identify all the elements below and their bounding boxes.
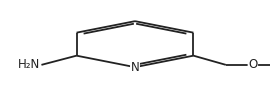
Text: N: N: [131, 61, 139, 74]
Text: O: O: [248, 58, 258, 71]
Text: H₂N: H₂N: [18, 58, 40, 71]
